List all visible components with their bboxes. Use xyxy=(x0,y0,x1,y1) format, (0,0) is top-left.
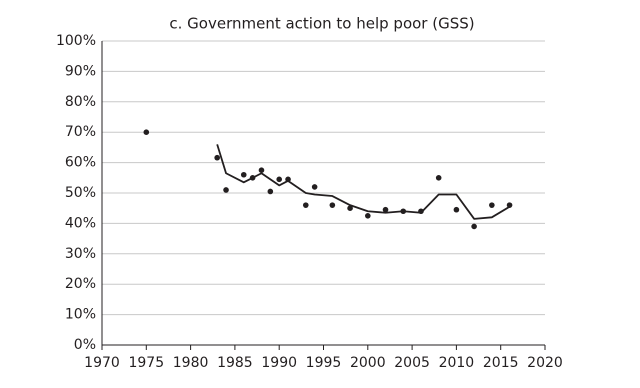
y-tick-label: 40% xyxy=(65,215,96,231)
trend-line xyxy=(216,144,511,220)
y-tick-label: 90% xyxy=(65,63,96,79)
x-tick-label: 1990 xyxy=(261,355,297,371)
point xyxy=(302,202,309,208)
x-tick-label: 2020 xyxy=(527,355,563,371)
x-tick-label: 1995 xyxy=(306,355,342,371)
y-tick-label: 60% xyxy=(65,155,96,171)
x-tick-label: 2005 xyxy=(394,355,430,371)
point xyxy=(489,202,495,208)
y-tick-label: 70% xyxy=(65,124,96,140)
point xyxy=(214,154,220,161)
point xyxy=(311,184,318,190)
point xyxy=(329,202,336,208)
y-tick-label: 10% xyxy=(65,307,96,323)
point xyxy=(258,167,265,173)
point xyxy=(267,188,274,195)
y-tick-label: 50% xyxy=(65,185,96,201)
point xyxy=(240,171,247,178)
x-tick-label: 2015 xyxy=(483,355,519,371)
chart-title: c. Government action to help poor (GSS) xyxy=(169,15,474,33)
y-tick-label: 20% xyxy=(65,276,96,292)
x-tick-label: 1970 xyxy=(84,355,120,371)
point xyxy=(453,206,460,213)
point xyxy=(223,187,229,193)
x-tick-label: 1980 xyxy=(173,355,209,371)
point xyxy=(382,206,389,213)
x-tick-label: 2010 xyxy=(439,355,475,371)
point xyxy=(435,175,442,181)
x-tick-label: 2000 xyxy=(350,355,386,371)
x-tick-label: 1975 xyxy=(128,355,164,371)
point xyxy=(143,129,150,135)
y-tick-label: 30% xyxy=(65,246,96,262)
point xyxy=(276,176,283,183)
x-tick-label: 1985 xyxy=(217,355,253,371)
y-tick-label: 100% xyxy=(56,33,96,49)
point xyxy=(365,213,371,219)
y-tick-label: 0% xyxy=(74,337,96,353)
point xyxy=(471,223,477,230)
point xyxy=(347,205,353,211)
y-tick-label: 80% xyxy=(65,94,96,110)
